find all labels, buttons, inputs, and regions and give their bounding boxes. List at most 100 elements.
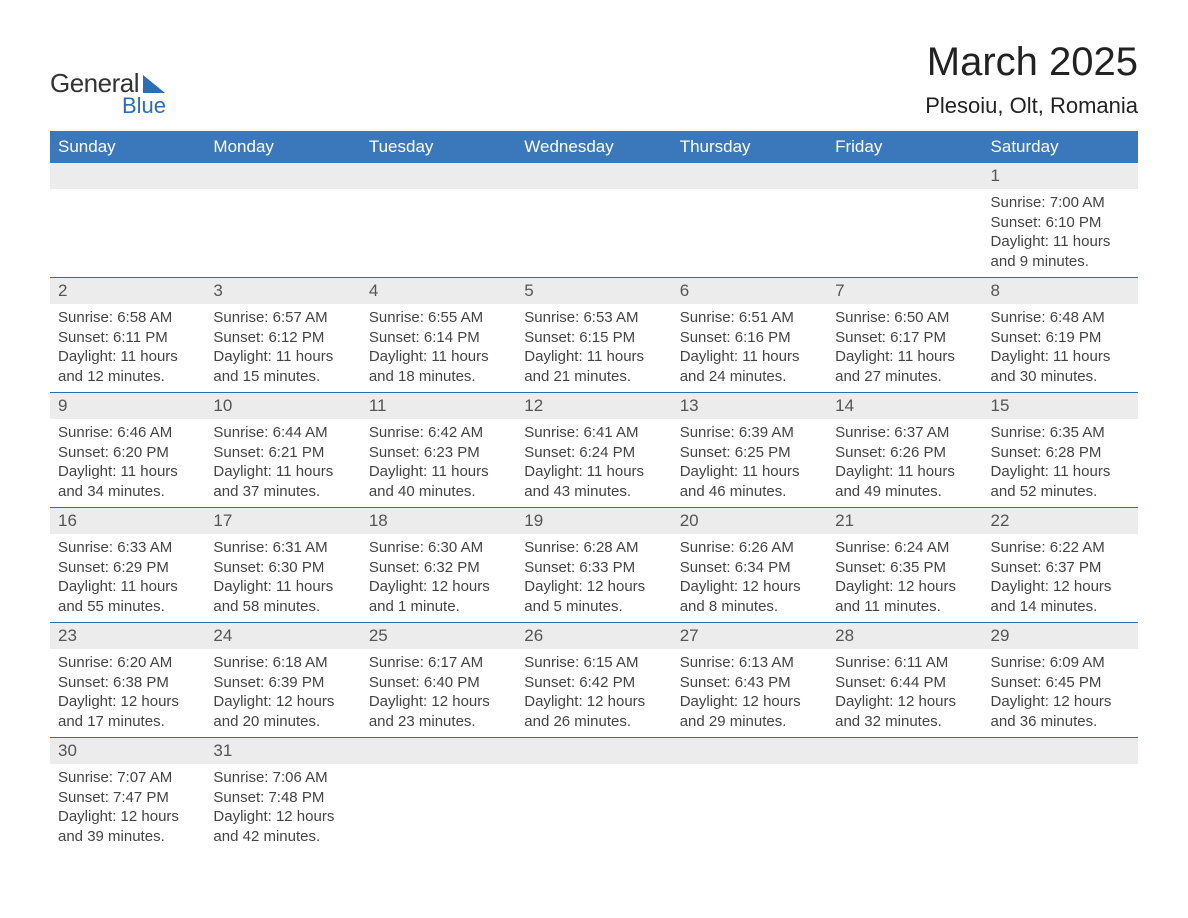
sunrise-line: Sunrise: 6:33 AM: [58, 538, 197, 558]
day-detail-cell: Sunrise: 6:53 AMSunset: 6:15 PMDaylight:…: [516, 304, 671, 393]
daylight-line1: Daylight: 12 hours: [524, 692, 663, 712]
day-detail-cell: Sunrise: 6:28 AMSunset: 6:33 PMDaylight:…: [516, 534, 671, 623]
daylight-line2: and 58 minutes.: [213, 597, 352, 617]
daylight-line2: and 37 minutes.: [213, 482, 352, 502]
daylight-line1: Daylight: 11 hours: [680, 347, 819, 367]
day-detail-cell: Sunrise: 7:07 AMSunset: 7:47 PMDaylight:…: [50, 764, 205, 852]
sunset-line: Sunset: 6:14 PM: [369, 328, 508, 348]
sunset-line: Sunset: 6:21 PM: [213, 443, 352, 463]
dayhead-sunday: Sunday: [50, 131, 205, 163]
sunset-line: Sunset: 6:30 PM: [213, 558, 352, 578]
logo-text-blue: Blue: [122, 93, 166, 119]
day-number-cell: 8: [983, 278, 1138, 305]
day-number-cell: 12: [516, 393, 671, 420]
sunset-line: Sunset: 6:44 PM: [835, 673, 974, 693]
day-number-cell: [672, 163, 827, 189]
daylight-line1: Daylight: 11 hours: [835, 347, 974, 367]
sunrise-line: Sunrise: 6:46 AM: [58, 423, 197, 443]
day-number-cell: [672, 738, 827, 765]
day-detail-cell: [983, 764, 1138, 852]
daylight-line2: and 24 minutes.: [680, 367, 819, 387]
sunrise-line: Sunrise: 6:53 AM: [524, 308, 663, 328]
day-number-cell: 1: [983, 163, 1138, 189]
sunrise-line: Sunrise: 6:58 AM: [58, 308, 197, 328]
sunset-line: Sunset: 6:15 PM: [524, 328, 663, 348]
sunrise-line: Sunrise: 6:48 AM: [991, 308, 1130, 328]
sunrise-line: Sunrise: 6:09 AM: [991, 653, 1130, 673]
sunset-line: Sunset: 6:42 PM: [524, 673, 663, 693]
dayhead-thursday: Thursday: [672, 131, 827, 163]
day-number-cell: 15: [983, 393, 1138, 420]
daylight-line2: and 34 minutes.: [58, 482, 197, 502]
daylight-line2: and 29 minutes.: [680, 712, 819, 732]
day-number-cell: 23: [50, 623, 205, 650]
day-detail-cell: Sunrise: 6:13 AMSunset: 6:43 PMDaylight:…: [672, 649, 827, 738]
sunrise-line: Sunrise: 6:30 AM: [369, 538, 508, 558]
daylight-line2: and 49 minutes.: [835, 482, 974, 502]
day-detail-cell: Sunrise: 7:06 AMSunset: 7:48 PMDaylight:…: [205, 764, 360, 852]
sunset-line: Sunset: 6:20 PM: [58, 443, 197, 463]
day-detail-cell: Sunrise: 6:37 AMSunset: 6:26 PMDaylight:…: [827, 419, 982, 508]
day-number-cell: 24: [205, 623, 360, 650]
daylight-line2: and 39 minutes.: [58, 827, 197, 847]
day-number-cell: [361, 738, 516, 765]
daylight-line1: Daylight: 12 hours: [680, 692, 819, 712]
sunrise-line: Sunrise: 6:26 AM: [680, 538, 819, 558]
day-detail-cell: Sunrise: 6:42 AMSunset: 6:23 PMDaylight:…: [361, 419, 516, 508]
sunrise-line: Sunrise: 6:37 AM: [835, 423, 974, 443]
logo: General Blue: [50, 68, 166, 119]
daylight-line1: Daylight: 11 hours: [369, 462, 508, 482]
daylight-line2: and 23 minutes.: [369, 712, 508, 732]
day-number-cell: 3: [205, 278, 360, 305]
sunset-line: Sunset: 6:16 PM: [680, 328, 819, 348]
sunrise-line: Sunrise: 6:28 AM: [524, 538, 663, 558]
daylight-line2: and 40 minutes.: [369, 482, 508, 502]
day-detail-cell: Sunrise: 6:18 AMSunset: 6:39 PMDaylight:…: [205, 649, 360, 738]
dayhead-friday: Friday: [827, 131, 982, 163]
day-detail-cell: Sunrise: 6:39 AMSunset: 6:25 PMDaylight:…: [672, 419, 827, 508]
daylight-line1: Daylight: 11 hours: [58, 462, 197, 482]
sunset-line: Sunset: 6:35 PM: [835, 558, 974, 578]
sunrise-line: Sunrise: 6:41 AM: [524, 423, 663, 443]
daylight-line2: and 18 minutes.: [369, 367, 508, 387]
detail-row: Sunrise: 7:07 AMSunset: 7:47 PMDaylight:…: [50, 764, 1138, 852]
day-number-cell: 17: [205, 508, 360, 535]
daylight-line1: Daylight: 11 hours: [991, 347, 1130, 367]
day-detail-cell: Sunrise: 7:00 AMSunset: 6:10 PMDaylight:…: [983, 189, 1138, 278]
daylight-line2: and 55 minutes.: [58, 597, 197, 617]
daylight-line2: and 8 minutes.: [680, 597, 819, 617]
daylight-line2: and 30 minutes.: [991, 367, 1130, 387]
daynum-row: 9101112131415: [50, 393, 1138, 420]
day-detail-cell: [672, 764, 827, 852]
month-title: March 2025: [925, 40, 1138, 85]
day-detail-cell: Sunrise: 6:24 AMSunset: 6:35 PMDaylight:…: [827, 534, 982, 623]
day-detail-cell: [361, 764, 516, 852]
day-number-cell: [516, 163, 671, 189]
daylight-line2: and 26 minutes.: [524, 712, 663, 732]
sunset-line: Sunset: 6:11 PM: [58, 328, 197, 348]
sunset-line: Sunset: 6:26 PM: [835, 443, 974, 463]
title-block: March 2025 Plesoiu, Olt, Romania: [925, 40, 1138, 119]
daynum-row: 16171819202122: [50, 508, 1138, 535]
day-detail-cell: Sunrise: 6:35 AMSunset: 6:28 PMDaylight:…: [983, 419, 1138, 508]
sunrise-line: Sunrise: 6:17 AM: [369, 653, 508, 673]
sunset-line: Sunset: 6:33 PM: [524, 558, 663, 578]
daylight-line2: and 42 minutes.: [213, 827, 352, 847]
day-detail-cell: [827, 764, 982, 852]
day-number-cell: 29: [983, 623, 1138, 650]
daylight-line1: Daylight: 11 hours: [369, 347, 508, 367]
day-number-cell: 21: [827, 508, 982, 535]
day-detail-cell: Sunrise: 6:26 AMSunset: 6:34 PMDaylight:…: [672, 534, 827, 623]
day-number-cell: 11: [361, 393, 516, 420]
daylight-line2: and 11 minutes.: [835, 597, 974, 617]
day-number-cell: 31: [205, 738, 360, 765]
daylight-line1: Daylight: 11 hours: [58, 347, 197, 367]
header: General Blue March 2025 Plesoiu, Olt, Ro…: [50, 40, 1138, 119]
day-detail-cell: Sunrise: 6:30 AMSunset: 6:32 PMDaylight:…: [361, 534, 516, 623]
sunrise-line: Sunrise: 6:44 AM: [213, 423, 352, 443]
sunrise-line: Sunrise: 6:31 AM: [213, 538, 352, 558]
day-number-cell: 27: [672, 623, 827, 650]
daylight-line1: Daylight: 11 hours: [213, 347, 352, 367]
sunset-line: Sunset: 6:28 PM: [991, 443, 1130, 463]
sunset-line: Sunset: 6:32 PM: [369, 558, 508, 578]
